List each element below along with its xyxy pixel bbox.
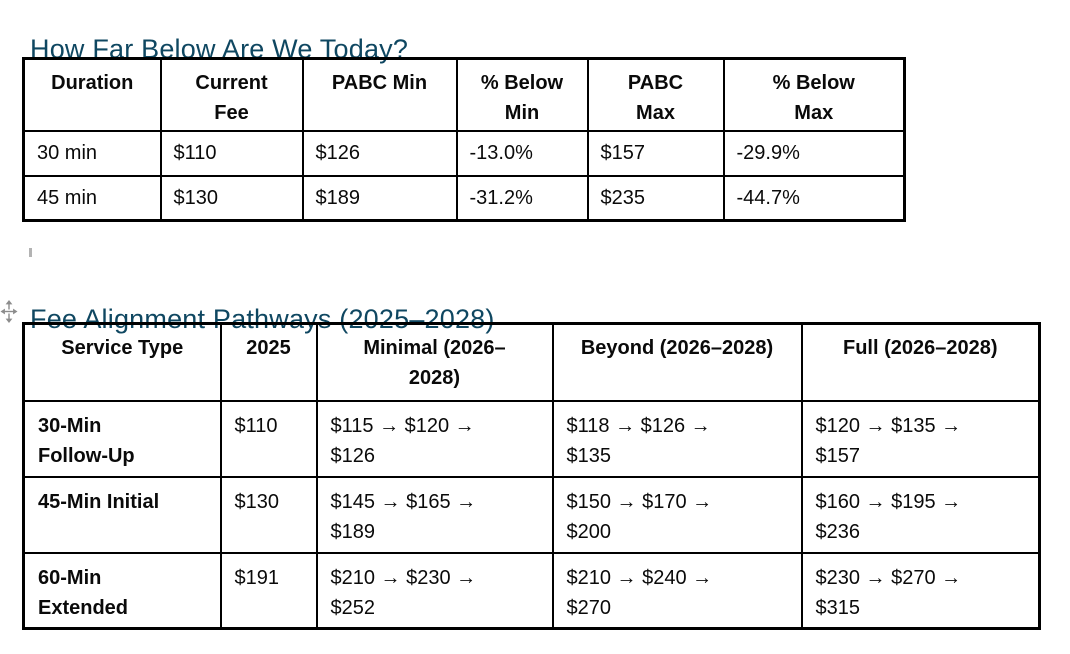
text-cursor-artifact: [29, 248, 32, 257]
fee-pathways-table: Service Type 2025 Minimal (2026– 2028) B…: [22, 322, 1041, 630]
table-cell: 45 min: [22, 174, 162, 222]
table-cell: $145 → $165 → $189: [315, 475, 554, 554]
table-cell-service: 30-Min Follow-Up: [22, 399, 222, 478]
table-cell: $110: [219, 399, 318, 478]
table-cell: $126: [301, 129, 458, 177]
table-cell: $191: [219, 551, 318, 630]
table-cell: $210 → $230 → $252: [315, 551, 554, 630]
table-row: 30 min $110 $126 -13.0% $157 -29.9%: [22, 129, 906, 177]
table-cell: -29.9%: [722, 129, 906, 177]
table-header-row: Service Type 2025 Minimal (2026– 2028) B…: [22, 322, 1041, 402]
column-header-pct-below-min: % Below Min: [455, 57, 589, 132]
table-cell: -44.7%: [722, 174, 906, 222]
table-cell-service: 45-Min Initial: [22, 475, 222, 554]
column-header-pct-below-max: % Below Max: [722, 57, 906, 132]
table-cell: $130: [159, 174, 304, 222]
table-cell: $120 → $135 → $157: [800, 399, 1041, 478]
table-row: 30-Min Follow-Up $110 $115 → $120 → $126…: [22, 399, 1041, 478]
table-cell: $189: [301, 174, 458, 222]
table-header-row: Duration Current Fee PABC Min % Below Mi…: [22, 57, 906, 132]
column-header-2025: 2025: [219, 322, 318, 402]
table-cell: $235: [586, 174, 725, 222]
table-cell: $230 → $270 → $315: [800, 551, 1041, 630]
table-cell: $157: [586, 129, 725, 177]
column-header-service-type: Service Type: [22, 322, 222, 402]
move-cursor-icon[interactable]: [0, 299, 18, 324]
table-row: 45-Min Initial $130 $145 → $165 → $189 $…: [22, 475, 1041, 554]
table-cell: 30 min: [22, 129, 162, 177]
table-row: 45 min $130 $189 -31.2% $235 -44.7%: [22, 174, 906, 222]
column-header-full: Full (2026–2028): [800, 322, 1041, 402]
column-header-duration: Duration: [22, 57, 162, 132]
column-header-pabc-max: PABC Max: [586, 57, 725, 132]
column-header-pabc-min: PABC Min: [301, 57, 458, 132]
table-cell: $210 → $240 → $270: [551, 551, 803, 630]
table-cell: $160 → $195 → $236: [800, 475, 1041, 554]
table-cell: $110: [159, 129, 304, 177]
fee-comparison-table: Duration Current Fee PABC Min % Below Mi…: [22, 57, 906, 222]
column-header-beyond: Beyond (2026–2028): [551, 322, 803, 402]
table-row: 60-Min Extended $191 $210 → $230 → $252 …: [22, 551, 1041, 630]
table-cell: $150 → $170 → $200: [551, 475, 803, 554]
table-cell: $115 → $120 → $126: [315, 399, 554, 478]
table-cell: $118 → $126 → $135: [551, 399, 803, 478]
table-cell: $130: [219, 475, 318, 554]
table-cell-service: 60-Min Extended: [22, 551, 222, 630]
column-header-current-fee: Current Fee: [159, 57, 304, 132]
table-cell: -13.0%: [455, 129, 589, 177]
table-cell: -31.2%: [455, 174, 589, 222]
column-header-minimal: Minimal (2026– 2028): [315, 322, 554, 402]
